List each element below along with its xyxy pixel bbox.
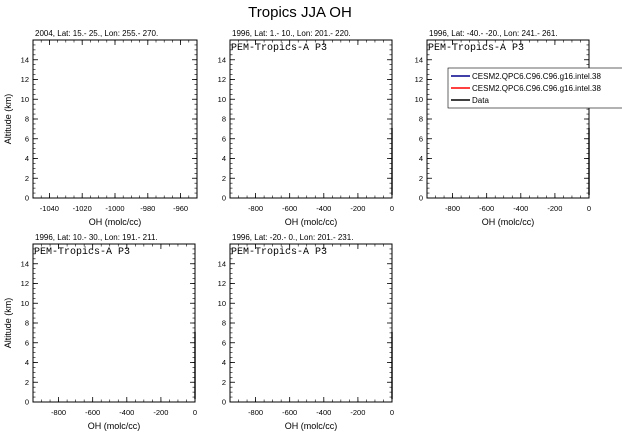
panel-annotation: PEM-Tropics-A P3 <box>231 246 327 258</box>
panel-annotation: PEM-Tropics-A P3 <box>34 246 130 258</box>
y-tick-label: 6 <box>25 134 29 143</box>
x-tick-label: -1000 <box>105 204 124 213</box>
x-tick-label: -1020 <box>73 204 92 213</box>
x-tick-label: -200 <box>350 204 365 213</box>
x-tick-label: -200 <box>350 408 365 417</box>
panel-annotation: PEM-Tropics-A P3 <box>428 42 524 54</box>
y-tick-label: 10 <box>21 95 29 104</box>
x-axis-label: OH (molc/cc) <box>89 217 142 227</box>
legend: CESM2.QPC6.C96.C96.g16.intel.38 CESM2.QPC… <box>447 67 622 109</box>
y-tick-label: 10 <box>415 95 423 104</box>
x-tick-label: -600 <box>479 204 494 213</box>
y-tick-label: 14 <box>218 55 226 64</box>
plot-frame <box>229 243 393 403</box>
panel-5: 1996, Lat: -20.- 0., Lon: 201.- 231. PEM-… <box>218 233 394 431</box>
plot-frame <box>229 39 393 199</box>
y-tick-label: 4 <box>25 154 29 163</box>
y-tick-label: 0 <box>25 398 29 407</box>
x-tick-label: -200 <box>547 204 562 213</box>
y-tick-label: 6 <box>222 338 226 347</box>
y-tick-label: 2 <box>222 378 226 387</box>
y-tick-label: 14 <box>21 55 29 64</box>
panel-1: 2004, Lat: 15.- 25., Lon: 255.- 270. -104… <box>3 29 198 227</box>
panel-title: 1996, Lat: -40.- -20., Lon: 241.- 261. <box>429 29 558 38</box>
y-tick-label: 2 <box>25 174 29 183</box>
x-tick-label: -800 <box>248 408 263 417</box>
panel-title: 2004, Lat: 15.- 25., Lon: 255.- 270. <box>35 29 158 38</box>
x-tick-label: 0 <box>390 408 394 417</box>
y-tick-label: 10 <box>218 95 226 104</box>
y-tick-label: 8 <box>25 319 29 328</box>
y-tick-label: 2 <box>222 174 226 183</box>
y-tick-label: 10 <box>21 299 29 308</box>
y-tick-label: 0 <box>419 194 423 203</box>
y-tick-label: 2 <box>419 174 423 183</box>
y-tick-label: 12 <box>218 75 226 84</box>
y-tick-label: 14 <box>415 55 423 64</box>
panel-title: 1996, Lat: 1.- 10., Lon: 201.- 220. <box>232 29 351 38</box>
x-tick-label: -400 <box>316 408 331 417</box>
y-axis-label: Altitude (km) <box>3 298 13 349</box>
x-axis-label: OH (molc/cc) <box>88 421 141 431</box>
y-tick-label: 0 <box>222 194 226 203</box>
x-tick-label: -1040 <box>40 204 59 213</box>
x-tick-label: -200 <box>153 408 168 417</box>
y-tick-label: 2 <box>25 378 29 387</box>
x-tick-label: -800 <box>445 204 460 213</box>
y-tick-label: 4 <box>222 358 226 367</box>
panel-annotation: PEM-Tropics-A P3 <box>231 42 327 54</box>
y-tick-label: 8 <box>222 319 226 328</box>
y-tick-label: 12 <box>21 75 29 84</box>
y-tick-label: 14 <box>218 259 226 268</box>
y-tick-label: 4 <box>222 154 226 163</box>
x-tick-label: 0 <box>390 204 394 213</box>
y-tick-label: 12 <box>415 75 423 84</box>
y-tick-label: 10 <box>218 299 226 308</box>
x-tick-label: -600 <box>85 408 100 417</box>
legend-label-2: CESM2.QPC6.C96.C96.g16.intel.38 <box>472 84 602 93</box>
plot-frame <box>32 39 198 199</box>
y-tick-label: 14 <box>21 259 29 268</box>
y-tick-label: 6 <box>25 338 29 347</box>
y-tick-label: 6 <box>222 134 226 143</box>
x-tick-label: 0 <box>193 408 197 417</box>
x-tick-label: -960 <box>173 204 188 213</box>
plot-frame <box>426 39 590 199</box>
y-tick-label: 4 <box>25 358 29 367</box>
y-tick-label: 0 <box>25 194 29 203</box>
y-tick-label: 8 <box>419 115 423 124</box>
panel-2: 1996, Lat: 1.- 10., Lon: 201.- 220. PEM-T… <box>218 29 394 227</box>
panel-title: 1996, Lat: -20.- 0., Lon: 201.- 231. <box>232 233 353 242</box>
y-tick-label: 12 <box>218 279 226 288</box>
figure-title: Tropics JJA OH <box>248 4 352 21</box>
x-tick-label: -400 <box>119 408 134 417</box>
x-axis-label: OH (molc/cc) <box>482 217 535 227</box>
x-tick-label: -600 <box>282 204 297 213</box>
plot-frame <box>32 243 196 403</box>
panel-title: 1996, Lat: 10.- 30., Lon: 191.- 211. <box>35 233 158 242</box>
x-tick-label: -800 <box>248 204 263 213</box>
x-tick-label: -400 <box>513 204 528 213</box>
x-axis-label: OH (molc/cc) <box>285 217 338 227</box>
y-tick-label: 6 <box>419 134 423 143</box>
legend-label-3: Data <box>472 96 489 105</box>
y-axis-label: Altitude (km) <box>3 94 13 145</box>
x-tick-label: -800 <box>51 408 66 417</box>
x-tick-label: -980 <box>140 204 155 213</box>
panel-4: 1996, Lat: 10.- 30., Lon: 191.- 211. PEM-… <box>3 233 197 431</box>
legend-box <box>447 67 622 109</box>
panels: 2004, Lat: 15.- 25., Lon: 255.- 270. -104… <box>3 29 622 431</box>
x-axis-label: OH (molc/cc) <box>285 421 338 431</box>
x-tick-label: -600 <box>282 408 297 417</box>
legend-label-1: CESM2.QPC6.C96.C96.g16.intel.38 <box>472 72 602 81</box>
y-tick-label: 12 <box>21 279 29 288</box>
y-tick-label: 0 <box>222 398 226 407</box>
y-tick-label: 8 <box>25 115 29 124</box>
y-tick-label: 4 <box>419 154 423 163</box>
y-tick-label: 8 <box>222 115 226 124</box>
x-tick-label: -400 <box>316 204 331 213</box>
x-tick-label: 0 <box>587 204 591 213</box>
panel-3: 1996, Lat: -40.- -20., Lon: 241.- 261. PE… <box>415 29 622 227</box>
